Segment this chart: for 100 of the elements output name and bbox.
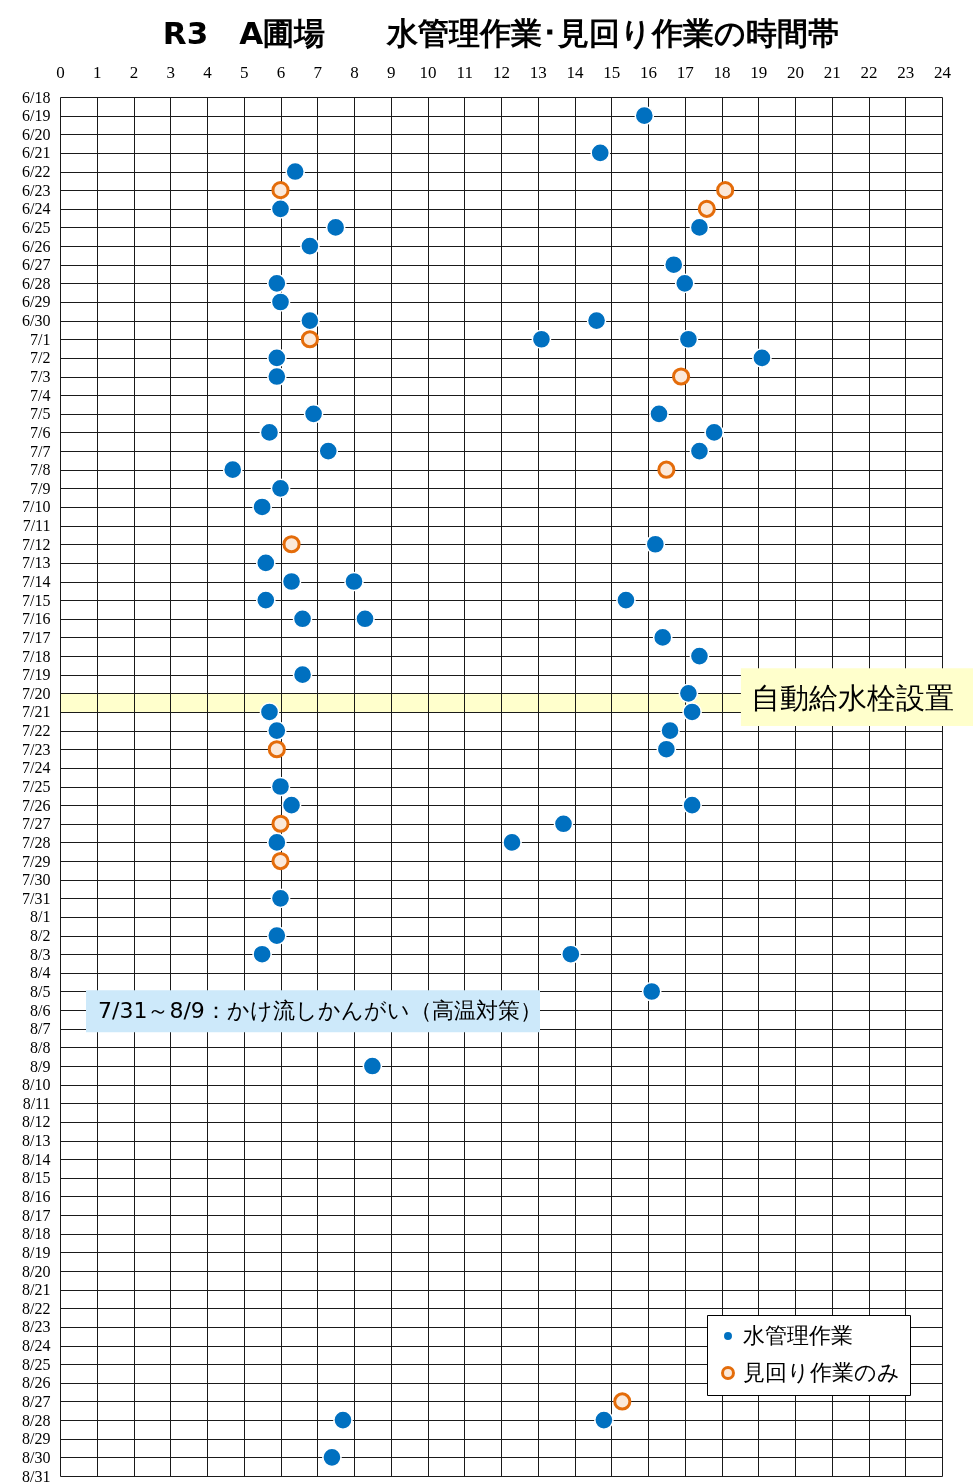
point: [652, 627, 673, 648]
point: [634, 105, 655, 126]
point: [300, 310, 320, 331]
y-tick-label: 8/12: [22, 1113, 51, 1131]
x-tick-label: 23: [897, 62, 915, 82]
point: [281, 571, 302, 592]
x-tick-label: 18: [713, 62, 731, 82]
point: [553, 813, 574, 834]
point: [266, 366, 287, 387]
point: [657, 460, 676, 479]
point: [682, 795, 702, 815]
x-tick-label: 21: [823, 62, 841, 82]
y-tick-label: 8/19: [22, 1243, 51, 1261]
y-tick-label: 8/7: [30, 1020, 51, 1038]
point: [271, 814, 290, 833]
y-tick-label: 7/27: [22, 815, 51, 833]
point: [645, 534, 666, 555]
y-tick-label: 8/14: [22, 1150, 51, 1168]
x-tick-label: 24: [934, 62, 952, 82]
point: [266, 832, 287, 853]
point: [270, 776, 291, 797]
y-tick-label: 7/13: [22, 554, 51, 572]
x-tick-label: 17: [676, 62, 695, 82]
y-tick-label: 7/29: [22, 852, 51, 870]
point: [266, 348, 287, 368]
y-tick-label: 8/5: [30, 982, 51, 1000]
point: [255, 553, 276, 573]
x-tick-label: 6: [276, 62, 286, 82]
point: [322, 1447, 342, 1468]
point: [266, 720, 287, 741]
x-tick-label: 3: [166, 62, 175, 82]
y-tick-label: 7/17: [22, 628, 51, 646]
y-tick-label: 7/16: [22, 610, 51, 628]
x-tick-label: 2: [129, 62, 139, 82]
y-tick-label: 7/12: [22, 535, 51, 553]
point: [344, 571, 364, 592]
y-tick-label: 7/20: [22, 684, 51, 702]
point: [697, 199, 716, 218]
y-tick-label: 7/19: [22, 666, 51, 684]
y-tick-label: 6/26: [22, 237, 51, 255]
y-tick-label: 6/28: [22, 274, 51, 292]
point: [663, 254, 684, 275]
point: [325, 217, 346, 238]
y-tick-label: 7/8: [30, 461, 51, 479]
y-tick-label: 6/24: [22, 200, 51, 218]
y-tick-label: 7/7: [30, 442, 51, 460]
y-tick-label: 8/23: [22, 1318, 51, 1336]
point: [255, 590, 276, 610]
point: [689, 441, 710, 461]
y-tick-label: 8/28: [22, 1411, 51, 1429]
y-tick-label: 8/25: [22, 1355, 51, 1373]
y-tick-label: 7/26: [22, 796, 51, 814]
point: [682, 702, 702, 722]
y-tick-label: 7/9: [30, 479, 51, 497]
legend-label: 見回り作業のみ: [743, 1360, 900, 1385]
y-tick-label: 7/10: [22, 498, 51, 516]
y-tick-label: 6/18: [22, 88, 51, 106]
x-tick-label: 8: [350, 62, 359, 82]
point: [752, 348, 772, 368]
point: [531, 329, 552, 350]
x-tick-label: 9: [387, 62, 396, 82]
x-tick-label: 22: [860, 62, 878, 82]
point: [704, 422, 724, 443]
y-tick-label: 8/6: [30, 1001, 51, 1019]
point: [318, 441, 339, 461]
point: [267, 740, 286, 759]
point: [656, 739, 677, 760]
point: [560, 944, 581, 965]
y-tick-label: 8/31: [22, 1467, 51, 1483]
y-tick-label: 8/15: [22, 1169, 51, 1187]
y-tick-label: 8/8: [30, 1038, 51, 1056]
point: [222, 459, 243, 480]
point: [678, 683, 699, 704]
y-tick-label: 7/18: [22, 647, 51, 665]
y-tick-label: 8/18: [22, 1225, 51, 1243]
y-tick-label: 8/3: [30, 945, 51, 963]
y-tick-label: 7/30: [22, 871, 51, 889]
y-tick-label: 6/22: [22, 163, 51, 181]
y-tick-label: 8/16: [22, 1187, 51, 1205]
point: [355, 608, 375, 629]
y-tick-label: 7/3: [30, 368, 51, 386]
y-tick-label: 8/1: [30, 908, 51, 926]
point: [613, 1392, 632, 1411]
y-tick-label: 8/11: [22, 1094, 51, 1112]
point: [285, 161, 306, 182]
y-tick-label: 7/21: [22, 703, 51, 721]
y-tick-label: 8/29: [22, 1430, 51, 1448]
y-tick-label: 7/5: [30, 405, 51, 423]
y-tick-label: 7/6: [30, 423, 51, 441]
y-tick-label: 8/26: [22, 1374, 51, 1392]
y-tick-label: 6/20: [22, 125, 51, 143]
y-tick-label: 8/22: [22, 1299, 51, 1317]
x-tick-label: 20: [787, 62, 804, 82]
y-tick-label: 8/27: [22, 1392, 51, 1410]
point: [594, 1410, 614, 1430]
point: [678, 329, 699, 350]
y-tick-label: 6/29: [22, 293, 51, 311]
y-tick-label: 7/4: [30, 386, 51, 404]
point: [292, 664, 313, 685]
point: [270, 199, 291, 219]
